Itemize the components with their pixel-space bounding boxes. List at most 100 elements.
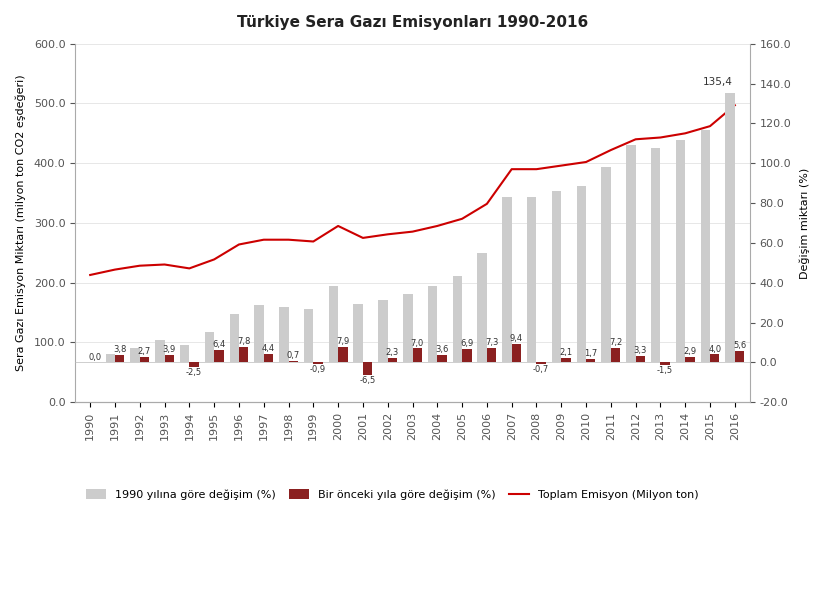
Toplam Emisyon (Milyon ton): [457, 215, 467, 222]
Bar: [478, 253, 487, 362]
Bar: [314, 362, 323, 364]
Legend: 1990 yılına göre değişim (%), Bir önceki yıla göre değişim (%), Toplam Emisyon (: 1990 yılına göre değişim (%), Bir önceki…: [82, 485, 703, 504]
Bar: [577, 186, 586, 362]
Bar: [164, 355, 174, 362]
Title: Türkiye Sera Gazı Emisyonları 1990-2016: Türkiye Sera Gazı Emisyonları 1990-2016: [237, 15, 588, 30]
Bar: [205, 332, 214, 362]
Text: 135,4: 135,4: [703, 77, 733, 87]
Bar: [155, 340, 164, 362]
Toplam Emisyon (Milyon ton): [531, 166, 541, 173]
Toplam Emisyon (Milyon ton): [234, 241, 244, 248]
Toplam Emisyon (Milyon ton): [210, 256, 219, 263]
Bar: [626, 145, 635, 362]
Text: 5,6: 5,6: [733, 342, 746, 350]
Bar: [676, 140, 686, 362]
Text: -1,5: -1,5: [657, 366, 673, 375]
Toplam Emisyon (Milyon ton): [284, 236, 294, 243]
Bar: [601, 167, 610, 362]
Text: 2,1: 2,1: [559, 349, 573, 358]
Text: -0,7: -0,7: [533, 365, 549, 373]
Bar: [229, 315, 239, 362]
Bar: [561, 358, 571, 362]
Toplam Emisyon (Milyon ton): [159, 261, 169, 268]
Bar: [437, 355, 446, 362]
Bar: [388, 358, 397, 362]
Bar: [180, 346, 190, 362]
Toplam Emisyon (Milyon ton): [358, 234, 368, 241]
Bar: [651, 148, 661, 362]
Text: 2,7: 2,7: [138, 348, 151, 356]
Bar: [304, 309, 314, 362]
Text: 7,0: 7,0: [411, 339, 424, 348]
Y-axis label: Değişim miktarı (%): Değişim miktarı (%): [799, 167, 810, 279]
Bar: [700, 130, 710, 362]
Bar: [239, 347, 248, 362]
Bar: [403, 294, 412, 362]
Toplam Emisyon (Milyon ton): [383, 231, 393, 238]
Bar: [379, 300, 388, 362]
Toplam Emisyon (Milyon ton): [507, 166, 516, 173]
Text: 6,9: 6,9: [460, 339, 474, 348]
Bar: [735, 351, 744, 362]
Text: -2,5: -2,5: [186, 368, 202, 377]
Toplam Emisyon (Milyon ton): [630, 135, 640, 143]
Text: 0,0: 0,0: [88, 353, 101, 362]
Bar: [338, 347, 347, 362]
Text: 0,7: 0,7: [286, 351, 299, 360]
Text: -6,5: -6,5: [360, 376, 375, 385]
Bar: [552, 191, 561, 362]
Bar: [363, 362, 372, 375]
Toplam Emisyon (Milyon ton): [581, 158, 591, 166]
Toplam Emisyon (Milyon ton): [556, 162, 566, 169]
Line: Toplam Emisyon (Milyon ton): Toplam Emisyon (Milyon ton): [90, 105, 735, 275]
Bar: [725, 92, 735, 362]
Bar: [610, 348, 620, 362]
Bar: [710, 355, 719, 362]
Text: -0,9: -0,9: [310, 365, 326, 374]
Text: 2,9: 2,9: [683, 347, 696, 356]
Toplam Emisyon (Milyon ton): [134, 262, 144, 269]
Toplam Emisyon (Milyon ton): [408, 228, 417, 235]
Bar: [289, 361, 298, 362]
Text: 7,9: 7,9: [337, 337, 350, 346]
Toplam Emisyon (Milyon ton): [656, 134, 666, 141]
Bar: [635, 356, 645, 362]
Bar: [214, 350, 224, 362]
Text: 1,7: 1,7: [584, 349, 597, 358]
Toplam Emisyon (Milyon ton): [185, 265, 195, 272]
Bar: [512, 344, 521, 362]
Bar: [328, 286, 338, 362]
Text: 9,4: 9,4: [510, 334, 523, 343]
Toplam Emisyon (Milyon ton): [85, 272, 95, 279]
Toplam Emisyon (Milyon ton): [681, 130, 691, 137]
Text: 6,4: 6,4: [212, 340, 225, 349]
Y-axis label: Sera Gazı Emisyon Miktarı (milyon ton CO2 eşdeğeri): Sera Gazı Emisyon Miktarı (milyon ton CO…: [15, 75, 26, 371]
Text: 4,0: 4,0: [708, 345, 721, 353]
Bar: [254, 305, 264, 362]
Toplam Emisyon (Milyon ton): [259, 236, 269, 243]
Bar: [661, 362, 670, 365]
Toplam Emisyon (Milyon ton): [309, 238, 318, 245]
Bar: [487, 348, 497, 362]
Text: 3,3: 3,3: [634, 346, 647, 355]
Bar: [264, 353, 273, 362]
Bar: [139, 357, 149, 362]
Bar: [106, 354, 115, 362]
Toplam Emisyon (Milyon ton): [730, 102, 740, 109]
Bar: [130, 349, 139, 362]
Text: 7,8: 7,8: [237, 337, 250, 346]
Bar: [190, 362, 199, 368]
Text: 3,8: 3,8: [113, 345, 126, 354]
Bar: [453, 276, 462, 362]
Bar: [353, 304, 363, 362]
Toplam Emisyon (Milyon ton): [606, 147, 615, 154]
Text: 3,6: 3,6: [436, 346, 449, 355]
Toplam Emisyon (Milyon ton): [482, 200, 492, 207]
Toplam Emisyon (Milyon ton): [110, 266, 120, 273]
Toplam Emisyon (Milyon ton): [705, 123, 715, 130]
Bar: [428, 286, 437, 362]
Bar: [115, 355, 125, 362]
Bar: [502, 197, 512, 362]
Bar: [279, 307, 289, 362]
Toplam Emisyon (Milyon ton): [432, 223, 442, 230]
